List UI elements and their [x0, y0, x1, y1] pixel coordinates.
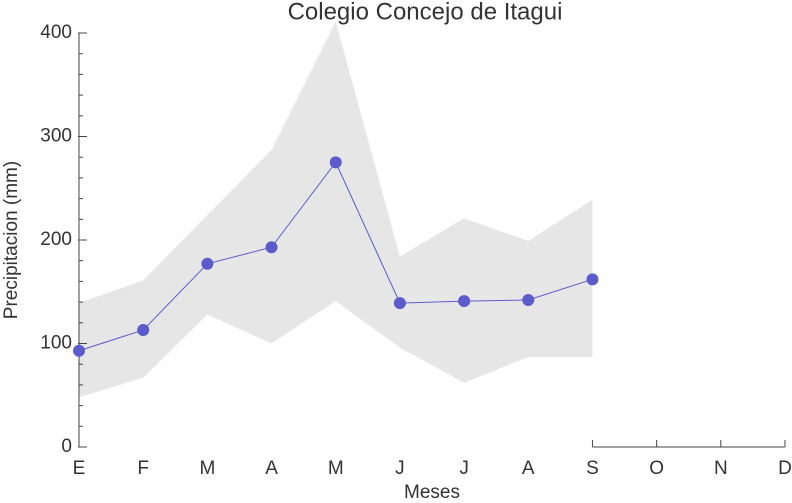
point — [522, 294, 535, 307]
point — [329, 156, 342, 169]
point — [73, 344, 85, 357]
x-tick-label: J — [395, 458, 405, 479]
x-tick-label: N — [714, 458, 728, 479]
x-tick-label: S — [586, 458, 599, 479]
point — [458, 295, 471, 308]
x-tick-label: D — [778, 458, 792, 479]
point — [393, 297, 406, 310]
x-tick-label: A — [265, 458, 278, 479]
x-tick-label: M — [199, 458, 215, 479]
x-tick-label: M — [328, 458, 344, 479]
y-tick-label: 200 — [40, 229, 72, 250]
y-tick-label: 400 — [40, 22, 72, 43]
x-tick-label: A — [522, 458, 535, 479]
point — [201, 257, 214, 270]
point — [586, 273, 599, 286]
point — [265, 241, 278, 254]
x-tick-label: E — [73, 458, 86, 479]
x-tick-label: O — [649, 458, 664, 479]
y-tick-label: 100 — [40, 333, 72, 354]
y-axis-label: Precipitacion (mm) — [1, 161, 22, 319]
x-axis-label: Meses — [404, 482, 460, 503]
x-tick-label: J — [459, 458, 469, 479]
y-tick-label: 0 — [61, 436, 72, 457]
point — [137, 324, 150, 337]
y-tick-label: 300 — [40, 126, 72, 147]
range-band — [79, 21, 593, 398]
chart-title: Colegio Concejo de Itagui — [288, 0, 563, 25]
x-tick-label: F — [137, 458, 149, 479]
